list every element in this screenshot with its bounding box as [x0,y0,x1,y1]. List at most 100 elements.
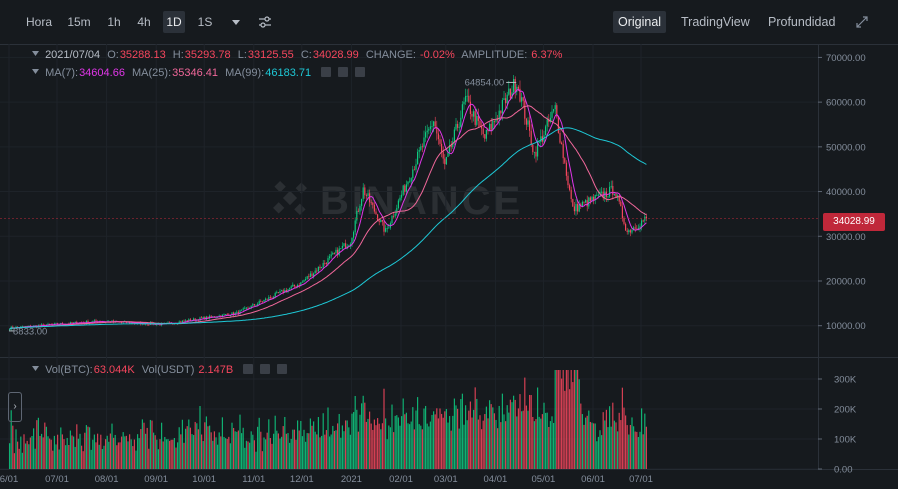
volume-bar [602,412,604,469]
volume-bar [141,419,143,469]
volume-bar [338,413,340,469]
candle [465,96,467,102]
close-value: 34028.99 [312,49,359,61]
gear-icon[interactable] [338,67,349,77]
candle [407,181,409,185]
candle [244,307,246,309]
caret-down-icon[interactable] [31,364,40,373]
volume-bar [306,433,308,469]
interval-4h[interactable]: 4h [137,15,151,29]
volume-bar [236,431,238,469]
volume-bar [401,416,403,469]
candle [644,216,646,221]
candle [540,136,542,142]
eye-icon[interactable] [243,364,254,374]
interval-hora[interactable]: Hora [25,15,52,29]
sliders-icon[interactable] [257,14,273,30]
volume-bar [74,446,76,469]
volume-bar [513,395,515,469]
volume-bar [109,433,111,469]
candle [511,92,513,99]
candle [255,305,257,307]
candle [421,146,423,148]
candle [327,258,329,265]
volume-bar [121,436,123,469]
volume-bar [378,423,380,469]
close-icon[interactable] [355,67,366,77]
candle [332,252,334,255]
volume-bar [183,442,185,469]
candle [418,149,420,152]
amplitude-label: AMPLITUDE: [461,49,528,61]
candle [41,324,43,326]
chevron-right-icon[interactable]: › [8,392,22,422]
candle [412,169,414,179]
volume-bar [623,407,625,469]
volume-bar [133,439,135,469]
interval-15m[interactable]: 15m [67,15,91,29]
date-tick-label: 04/01 [484,474,508,485]
volume-bar [493,413,495,469]
candle [319,266,321,269]
volume-bar [241,433,243,469]
caret-down-icon[interactable] [230,16,242,28]
caret-down-icon[interactable] [31,49,40,58]
candle [631,229,633,233]
volume-bar [226,438,228,469]
volume-bar [450,430,452,469]
eye-icon[interactable] [321,67,332,77]
current-price-tag: 34028.99 [823,213,885,231]
volume-bar [308,433,310,469]
volume-bar [421,429,423,469]
volume-bar [433,411,435,469]
candle [501,99,503,114]
volume-bar [500,422,502,469]
interval-1s[interactable]: 1S [197,15,213,29]
volume-bar [295,439,297,469]
candle [393,215,395,217]
volume-bar [601,435,603,469]
volume-bar [122,432,124,469]
candle [489,123,491,132]
candle [569,185,571,190]
volume-bar [537,387,539,469]
volume-bar [61,434,63,469]
expand-icon[interactable] [855,15,869,29]
candle [410,178,412,182]
volume-bar [9,443,11,469]
close-icon[interactable] [277,364,288,374]
volume-bar [148,448,150,469]
price-tick-label: 40000.00 [826,187,866,198]
view-depth[interactable]: Profundidad [768,15,836,29]
caret-down-icon[interactable] [31,67,40,76]
date-tick-label: 02/01 [389,474,413,485]
candle [263,299,265,302]
volume-bar [522,410,524,469]
date-tick-label: 12/01 [290,474,314,485]
volume-bar [215,437,217,469]
volume-bar [487,418,489,469]
candle [461,104,463,118]
volume-bar [41,433,43,469]
volume-bar [402,398,404,469]
candle [505,98,507,104]
volume-bar [525,405,527,469]
volume-bar [588,410,590,469]
interval-1d[interactable]: 1D [163,11,185,33]
candle [271,297,273,299]
volume-bar [52,450,54,469]
volume-bar [265,439,267,469]
volume-bar [361,403,363,469]
candle [463,101,465,105]
view-original[interactable]: Original [613,11,667,33]
candle [229,315,231,317]
interval-1h[interactable]: 1h [107,15,121,29]
view-tradingview[interactable]: TradingView [681,15,750,29]
candle [221,314,223,318]
candle [386,227,388,229]
volume-bar [641,408,643,469]
price-tick-label: 10000.00 [826,321,866,332]
volume-bar [348,427,350,469]
gear-icon[interactable] [260,364,271,374]
